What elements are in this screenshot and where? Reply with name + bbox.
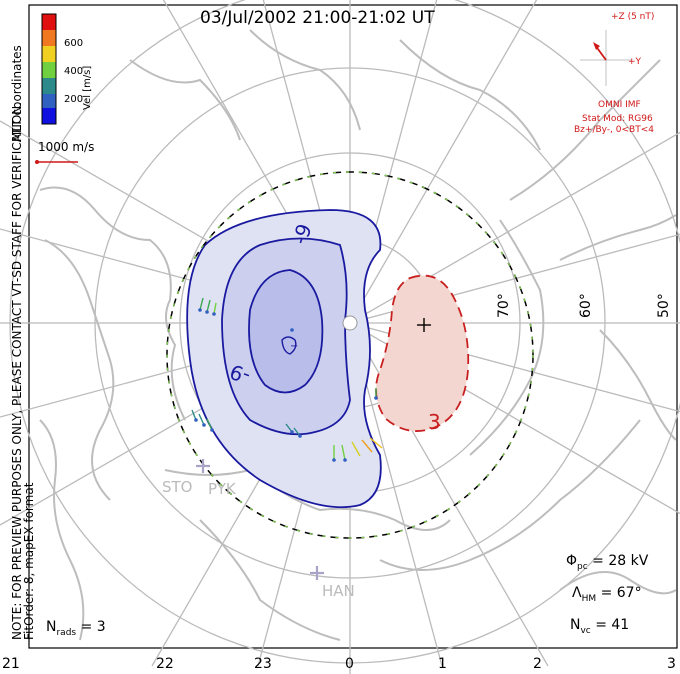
positive-cell (375, 274, 470, 432)
mlt-label-0: 0 (345, 656, 354, 672)
vector-origins (194, 308, 378, 462)
hm-boundary-vectors (166, 171, 534, 539)
mlt-label-21: 21 (2, 656, 20, 672)
colorbar-tick-600: 600 (64, 38, 84, 49)
fit-order-label: FitOrder: 8, mapEX format (22, 482, 36, 640)
coastlines (39, 29, 677, 641)
negative-cell-core (281, 336, 297, 355)
mlt-label-2: 2 (533, 656, 542, 672)
map-title: 03/Jul/2002 21:00-21:02 UT (200, 8, 435, 28)
positive-contour-label: 3 (428, 410, 441, 434)
negative-minimum-marker: − (290, 341, 298, 352)
latitude-label-70: 70° (496, 293, 512, 318)
colorbar-tick-200: 200 (64, 94, 84, 105)
radar-count: Nrads = 3 (46, 619, 106, 638)
stat-model: Stat Mod: RG96 (582, 114, 653, 124)
coordinate-system-label: MLT coordinates (10, 45, 24, 142)
latitude-label-50: 50° (656, 293, 672, 318)
pole-marker (342, 315, 358, 331)
mlt-label-1: 1 (438, 656, 447, 672)
colorbar-tick-400: 400 (64, 66, 84, 77)
negative-cell-inner (248, 269, 324, 394)
station-pyk: PYK (208, 480, 236, 498)
vector-count: Nvc = 41 (570, 617, 630, 636)
plot-frame (28, 4, 678, 649)
imf-y-label: +Y (628, 57, 642, 67)
velocity-scale-label: 1000 m/s (38, 140, 95, 154)
colorbar-title: Vel [m/s] (82, 65, 93, 110)
mlt-label-22: 22 (156, 656, 174, 672)
station-sto: STO (162, 478, 193, 496)
imf-z-label: +Z (5 nT) (611, 12, 655, 22)
imf-condition: Bz+/By-, 0<BT<4 (574, 125, 654, 135)
mlt-label-3: 3 (667, 656, 676, 672)
station-han: HAN (322, 582, 355, 600)
hm-latitude: ΛHM = 67° (572, 585, 642, 604)
imf-dial (580, 30, 632, 86)
station-markers (196, 459, 324, 580)
imf-source: OMNI IMF (598, 100, 641, 110)
cross-polar-potential: Φpc = 28 kV (566, 553, 649, 572)
latitude-label-60: 60° (578, 293, 594, 318)
mlt-label-23: 23 (254, 656, 272, 672)
colorbar (41, 13, 57, 125)
